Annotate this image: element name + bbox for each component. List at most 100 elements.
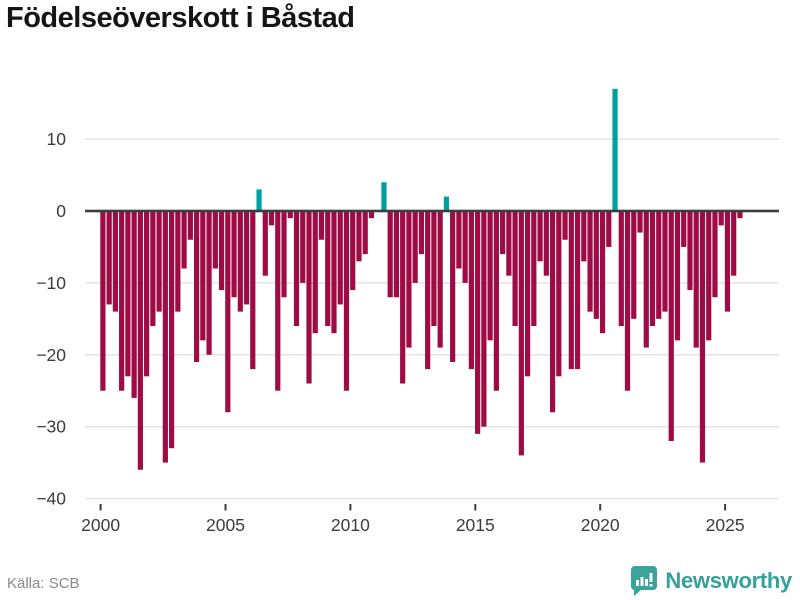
bar-2002Q2 bbox=[156, 211, 162, 312]
bar-2018Q1 bbox=[549, 211, 556, 413]
bar-2004Q2 bbox=[206, 211, 212, 355]
source-label: Källa: SCB bbox=[7, 575, 80, 592]
bar-2010Q3 bbox=[362, 211, 368, 255]
bar-2009Q4 bbox=[343, 211, 350, 391]
bar-2015Q3 bbox=[487, 211, 493, 341]
bar-2012Q3 bbox=[412, 211, 418, 283]
bar-2014Q4 bbox=[468, 211, 474, 370]
bar-2019Q3 bbox=[587, 211, 593, 312]
bar-2008Q2 bbox=[306, 211, 312, 384]
bar-2005Q3 bbox=[237, 211, 243, 312]
bar-2004Q3 bbox=[212, 211, 218, 269]
bar-2003Q1 bbox=[175, 211, 181, 312]
bar-2002Q1 bbox=[150, 211, 156, 327]
bar-2015Q2 bbox=[481, 211, 487, 427]
bar-2011Q2 bbox=[381, 182, 387, 211]
bar-2000Q2 bbox=[106, 211, 112, 305]
bar-2007Q3 bbox=[287, 211, 293, 219]
bar-2006Q4 bbox=[268, 211, 275, 226]
bar-2021Q1 bbox=[624, 211, 631, 391]
bar-2000Q3 bbox=[112, 211, 118, 312]
page-title: Födelseöverskott i Båstad bbox=[6, 2, 355, 34]
y-axis-label-10: 10 bbox=[47, 129, 67, 149]
bar-2017Q3 bbox=[537, 211, 543, 262]
bar-2022Q1 bbox=[649, 211, 656, 327]
bar-2004Q1 bbox=[200, 211, 206, 341]
bar-2014Q1 bbox=[450, 211, 456, 362]
bar-2011Q4 bbox=[393, 211, 400, 298]
bar-2017Q4 bbox=[543, 211, 549, 276]
newsworthy-bars-icon bbox=[631, 566, 658, 596]
y-axis-label--10: −10 bbox=[36, 273, 66, 293]
bar-2014Q2 bbox=[456, 211, 462, 269]
bar-2000Q4 bbox=[119, 211, 125, 391]
bar-2013Q1 bbox=[425, 211, 431, 370]
y-axis-label--40: −40 bbox=[36, 489, 66, 509]
bar-2015Q4 bbox=[493, 211, 499, 391]
bar-2001Q4 bbox=[144, 211, 150, 377]
bar-2001Q3 bbox=[137, 211, 143, 470]
bar-2016Q3 bbox=[512, 211, 518, 327]
bar-2021Q2 bbox=[631, 211, 637, 319]
bar-2025Q1 bbox=[724, 211, 731, 312]
bar-2003Q3 bbox=[187, 211, 193, 240]
bar-2020Q1 bbox=[599, 211, 606, 334]
bar-2011Q3 bbox=[387, 211, 393, 298]
x-axis-label-2000: 2000 bbox=[81, 515, 120, 535]
bar-2005Q2 bbox=[231, 211, 237, 298]
bar-2021Q3 bbox=[637, 211, 643, 233]
bar-2023Q1 bbox=[674, 211, 681, 341]
bar-2007Q4 bbox=[293, 211, 300, 327]
bar-2008Q3 bbox=[312, 211, 318, 334]
bar-2025Q2 bbox=[731, 211, 737, 276]
bar-2007Q2 bbox=[281, 211, 287, 298]
x-axis-label-2020: 2020 bbox=[581, 515, 620, 535]
y-axis-label--30: −30 bbox=[36, 417, 66, 437]
bar-2018Q3 bbox=[562, 211, 568, 240]
bar-2006Q3 bbox=[262, 211, 268, 276]
y-axis-label-0: 0 bbox=[56, 201, 66, 221]
bar-2014Q3 bbox=[462, 211, 468, 283]
bar-2020Q3 bbox=[612, 88, 618, 211]
bar-2018Q4 bbox=[568, 211, 574, 370]
bar-2009Q1 bbox=[325, 211, 331, 327]
bar-2016Q1 bbox=[500, 211, 506, 255]
bar-2012Q1 bbox=[400, 211, 406, 384]
bar-2005Q1 bbox=[225, 211, 231, 413]
bar-2010Q4 bbox=[368, 211, 375, 219]
bar-2019Q4 bbox=[593, 211, 599, 319]
bar-2022Q3 bbox=[662, 211, 668, 312]
bar-2001Q1 bbox=[125, 211, 131, 377]
bar-2015Q1 bbox=[475, 211, 481, 434]
newsworthy-logo: Newsworthy bbox=[630, 565, 792, 597]
bar-2023Q2 bbox=[681, 211, 687, 247]
bar-2022Q2 bbox=[656, 211, 662, 319]
bar-2001Q2 bbox=[131, 211, 137, 398]
bar-2003Q4 bbox=[193, 211, 200, 362]
bar-2022Q4 bbox=[668, 211, 674, 442]
bar-2012Q4 bbox=[418, 211, 425, 255]
bar-2003Q2 bbox=[181, 211, 187, 269]
bar-2009Q3 bbox=[337, 211, 343, 305]
bar-2020Q2 bbox=[606, 211, 612, 247]
bar-2018Q2 bbox=[556, 211, 562, 377]
bar-2024Q2 bbox=[706, 211, 712, 341]
bar-2006Q1 bbox=[250, 211, 256, 370]
bar-2019Q1 bbox=[574, 211, 581, 370]
bar-2020Q4 bbox=[618, 211, 624, 327]
bar-2007Q1 bbox=[275, 211, 281, 391]
bar-2006Q2 bbox=[256, 189, 262, 211]
x-axis-label-2010: 2010 bbox=[331, 515, 370, 535]
bar-2016Q2 bbox=[506, 211, 512, 276]
bar-2024Q3 bbox=[712, 211, 718, 298]
bar-2000Q1 bbox=[100, 211, 106, 391]
bar-2012Q2 bbox=[406, 211, 412, 348]
brand-name: Newsworthy bbox=[665, 568, 792, 593]
bar-2024Q1 bbox=[699, 211, 706, 463]
bar-2002Q3 bbox=[162, 211, 168, 463]
x-axis-label-2025: 2025 bbox=[706, 515, 745, 535]
zero-line bbox=[85, 209, 779, 213]
bar-2005Q4 bbox=[243, 211, 250, 305]
